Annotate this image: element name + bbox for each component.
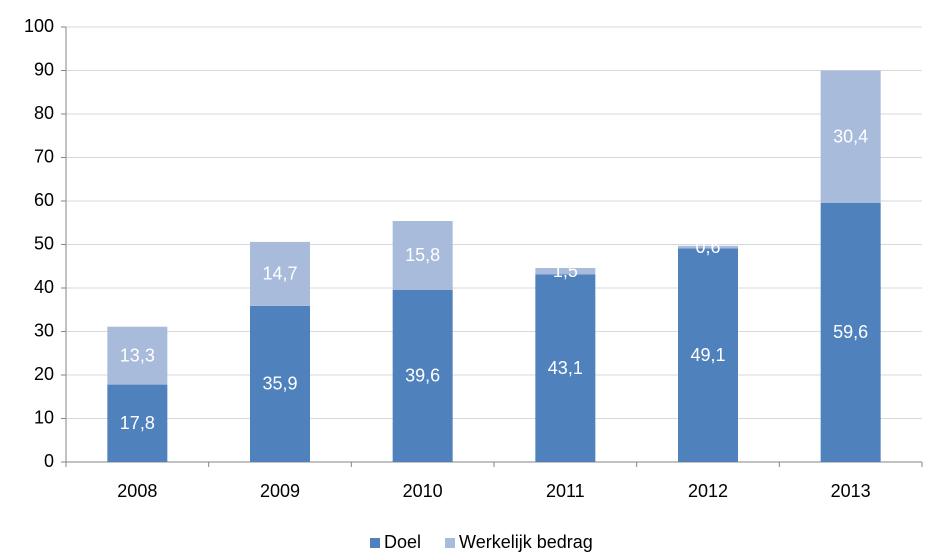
x-tick-label: 2010 [403,481,443,501]
x-tick-label: 2009 [260,481,300,501]
bar-segment [107,384,168,462]
y-tick-label: 70 [34,146,54,166]
data-label: 14,7 [262,264,297,284]
y-tick-label: 50 [34,233,54,253]
bar-segment [392,221,453,290]
data-label: 43,1 [548,358,583,378]
bar-segment [107,326,168,385]
bar-segment [820,70,881,203]
x-tick-label: 2013 [831,481,871,501]
data-label: 0,6 [695,237,720,257]
y-tick-label: 30 [34,320,54,340]
y-tick-label: 40 [34,277,54,297]
bar-segment [250,305,310,462]
legend-swatch [445,538,456,548]
data-label: 35,9 [262,374,297,394]
data-label: 15,8 [405,245,440,265]
bar-segment [535,274,596,462]
y-tick-label: 80 [34,103,54,123]
x-tick-label: 2008 [117,481,157,501]
y-tick-label: 100 [24,16,54,36]
legend-label: Werkelijk bedrag [459,532,593,552]
bar-segment [392,289,453,462]
bar-segment [678,245,738,249]
y-tick-label: 90 [34,59,54,79]
x-tick-label: 2012 [688,481,728,501]
data-label: 39,6 [405,366,440,386]
data-label: 13,3 [120,345,155,365]
data-label: 59,6 [833,322,868,342]
bar-segment [535,267,596,275]
legend-label: Doel [384,532,421,552]
bar-segment [820,202,881,463]
x-tick-label: 2011 [546,481,585,501]
bar-segment [250,241,310,306]
y-tick-label: 60 [34,190,54,210]
data-label: 17,8 [120,413,155,433]
bar-segment [678,248,738,462]
data-label: 49,1 [690,345,725,365]
data-label: 30,4 [833,126,868,146]
y-tick-label: 20 [34,364,54,384]
legend-swatch [370,538,380,548]
y-tick-label: 10 [34,407,54,427]
data-label: 1,5 [553,261,578,281]
y-tick-label: 0 [44,451,54,471]
